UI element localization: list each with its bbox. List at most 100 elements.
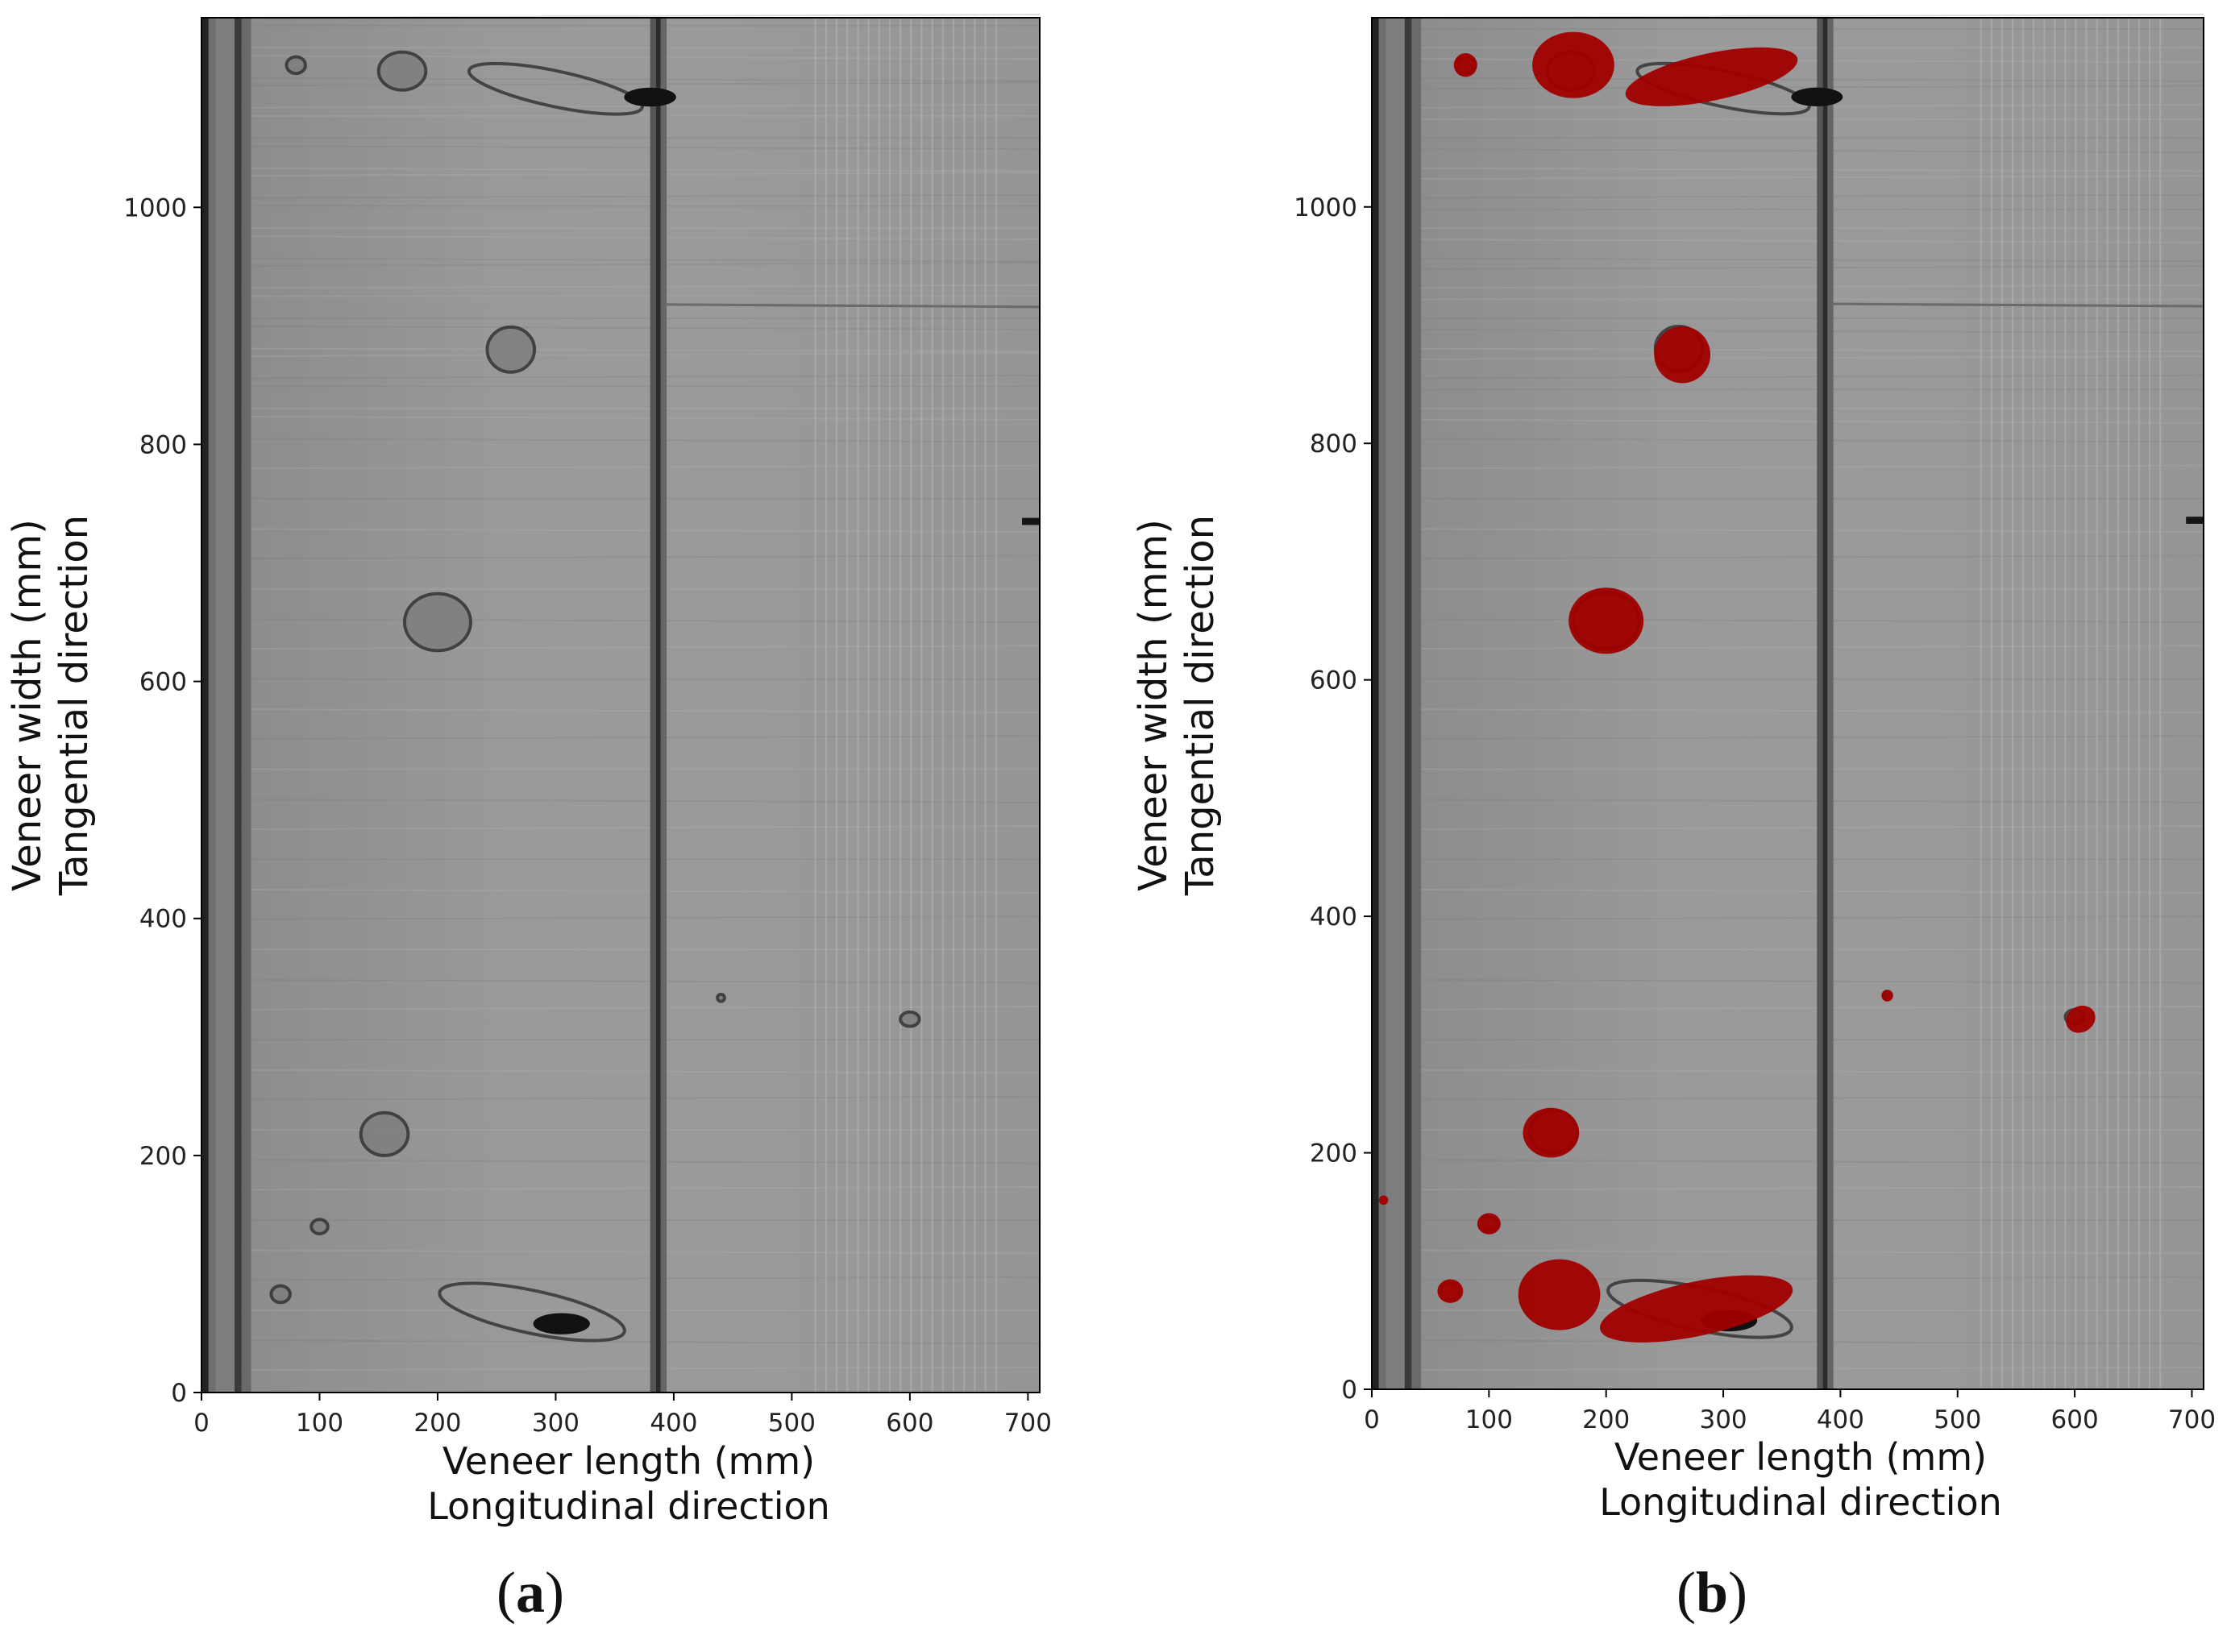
y-tick-label: 0 [171, 1379, 187, 1408]
veneer-edge-band [1822, 18, 1828, 1389]
veneer-edge-band [655, 18, 661, 1393]
y-tick-label: 1000 [1294, 193, 1357, 222]
x-tick-label: 0 [1364, 1405, 1380, 1434]
defect-marker [1523, 1107, 1580, 1158]
y-tick-label: 600 [139, 668, 187, 697]
x-tick-label: 600 [2051, 1405, 2099, 1434]
veneer-scan-image [201, 18, 1040, 1393]
panel-b-x-axis-label: Veneer length (mm) Longitudinal directio… [1438, 1434, 2163, 1525]
veneer-edge-band [1386, 18, 1405, 1389]
veneer-edge-band [201, 18, 209, 1393]
scan-streaks [814, 18, 997, 1393]
edge-mark [1022, 517, 1040, 525]
defect-marker [1532, 31, 1614, 98]
plot-frame [1371, 17, 2204, 1390]
x-tick-label: 700 [1004, 1409, 1052, 1438]
defect-marker [1625, 47, 1798, 106]
veneer-seam [1833, 302, 2204, 308]
x-tick-label: 400 [1817, 1405, 1864, 1434]
panel-a-ylabel-line2: Tangential direction [52, 514, 97, 896]
panel-b-caption: (b) [1676, 1560, 1747, 1625]
x-tick-label: 600 [886, 1409, 933, 1438]
knot-streak [438, 1281, 626, 1343]
x-tick-label: 500 [768, 1409, 816, 1438]
defect-marker [1453, 53, 1477, 77]
veneer-edge-band [1404, 18, 1412, 1389]
knot-mark [269, 1284, 292, 1305]
veneer-edge-band [208, 18, 216, 1393]
scan-streaks [1980, 18, 2162, 1389]
defect-marker [2066, 1005, 2096, 1033]
veneer-edge-band [235, 18, 242, 1393]
veneer-edge-band [1411, 18, 1422, 1389]
x-tick-label: 700 [2168, 1405, 2216, 1434]
knot-dark-spot [624, 87, 676, 107]
knot-mark [285, 55, 307, 76]
defect-marker [1881, 990, 1893, 1002]
edge-mark [2186, 517, 2204, 524]
knot-dark-spot [1791, 87, 1843, 107]
veneer-edge-band [1372, 18, 1379, 1389]
veneer-seam [667, 303, 1041, 309]
x-tick-label: 100 [296, 1409, 343, 1438]
knot-mark [899, 1010, 921, 1028]
panel-b-xlabel-line1: Veneer length (mm) [1614, 1435, 1988, 1479]
veneer-edge-band [1378, 18, 1386, 1389]
defect-marker [1654, 326, 1711, 384]
y-tick-label: 200 [1310, 1139, 1357, 1168]
defect-marker [1568, 587, 1644, 654]
panel-a-caption: (a) [496, 1560, 564, 1625]
veneer-scan-image [1372, 18, 2204, 1389]
panel-a-x-axis-label: Veneer length (mm) Longitudinal directio… [266, 1438, 991, 1529]
knot-mark [310, 1218, 330, 1235]
x-tick-label: 200 [413, 1409, 461, 1438]
defect-marker [1378, 1195, 1389, 1206]
panel-b-figure: 0 100 200 300 400 500 600 700 0 200 400 600 800 1000 [1294, 14, 2216, 1434]
panel-a-ylabel-line1: Veneer width (mm) [5, 519, 50, 891]
knot-mark [376, 50, 428, 92]
veneer-edge-band [1827, 18, 1834, 1389]
veneer-edge-band [660, 18, 667, 1393]
defect-marker [1599, 1275, 1793, 1343]
x-tick-label: 300 [532, 1409, 580, 1438]
defect-marker [1437, 1279, 1464, 1303]
veneer-edge-band [650, 18, 656, 1393]
y-tick-label: 800 [1310, 430, 1357, 459]
panel-a-xlabel-line2: Longitudinal direction [427, 1484, 830, 1528]
knot-mark [485, 325, 537, 374]
defect-marker [1477, 1213, 1501, 1235]
veneer-edge-band [1817, 18, 1823, 1389]
wood-grain [201, 14, 1041, 1372]
y-tick-label: 200 [139, 1142, 187, 1171]
knot-mark [402, 591, 472, 653]
panel-a-figure: 0 100 200 300 400 500 600 700 0 200 400 600 800 1000 [123, 14, 1052, 1438]
y-tick-label: 800 [139, 430, 187, 459]
y-tick-label: 0 [1341, 1376, 1357, 1405]
y-tick-label: 400 [1310, 903, 1357, 932]
panel-a-caption-letter: a [516, 1560, 545, 1625]
knot-mark [716, 992, 726, 1003]
x-tick-label: 200 [1582, 1405, 1630, 1434]
knot-mark [359, 1110, 410, 1157]
panel-b-ylabel-line1: Veneer width (mm) [1131, 519, 1176, 891]
veneer-edge-band [241, 18, 251, 1393]
knot-streak [467, 61, 644, 116]
veneer-edge-band [215, 18, 235, 1393]
wood-grain [1371, 14, 2204, 1372]
x-tick-label: 400 [650, 1409, 697, 1438]
x-tick-label: 300 [1699, 1405, 1747, 1434]
panel-b-caption-letter: b [1695, 1560, 1729, 1625]
panel-b-ylabel-line2: Tangential direction [1178, 514, 1223, 896]
panel-b-xlabel-line2: Longitudinal direction [1599, 1480, 2002, 1524]
panel-a-y-axis-label: Veneer width (mm) Tangential direction [4, 302, 117, 1108]
y-tick-label: 1000 [123, 193, 187, 222]
panel-a: 0 100 200 300 400 500 600 700 0 200 400 600 800 1000 … [4, 14, 1052, 1625]
panel-a-xlabel-line1: Veneer length (mm) [442, 1439, 816, 1483]
x-tick-label: 500 [1934, 1405, 1981, 1434]
x-tick-label: 100 [1465, 1405, 1513, 1434]
x-tick-label: 0 [193, 1409, 210, 1438]
panel-b-y-axis-label: Veneer width (mm) Tangential direction [1130, 302, 1243, 1108]
y-tick-label: 600 [1310, 666, 1357, 695]
panel-b: 0 100 200 300 400 500 600 700 0 200 400 600 800 1000 … [1116, 0, 2231, 1652]
knot-dark-spot [533, 1313, 590, 1334]
